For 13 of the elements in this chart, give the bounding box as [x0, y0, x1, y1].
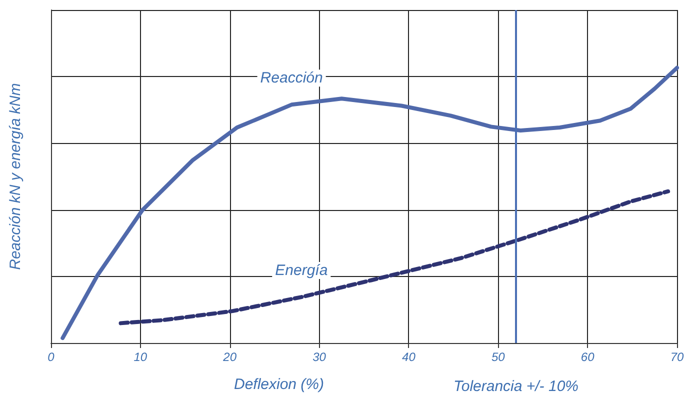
x-tick-label: 10 — [134, 350, 148, 364]
x-tick-label: 0 — [48, 350, 55, 364]
x-tick-label: 50 — [491, 350, 506, 364]
x-tick-label: 60 — [580, 350, 595, 364]
x-tick-label: 30 — [312, 350, 326, 364]
y-axis-title: Reacción kN y energía kNm — [7, 83, 24, 270]
ref-line-label: Tolerancia +/- 10% — [454, 378, 578, 395]
series-label: Energía — [275, 262, 328, 280]
x-tick-label: 70 — [670, 350, 684, 364]
x-axis-title: Deflexion (%) — [234, 376, 324, 393]
x-tick-label: 40 — [402, 350, 416, 364]
x-tick-label: 20 — [222, 350, 237, 364]
series-label: Reacción — [260, 70, 323, 87]
